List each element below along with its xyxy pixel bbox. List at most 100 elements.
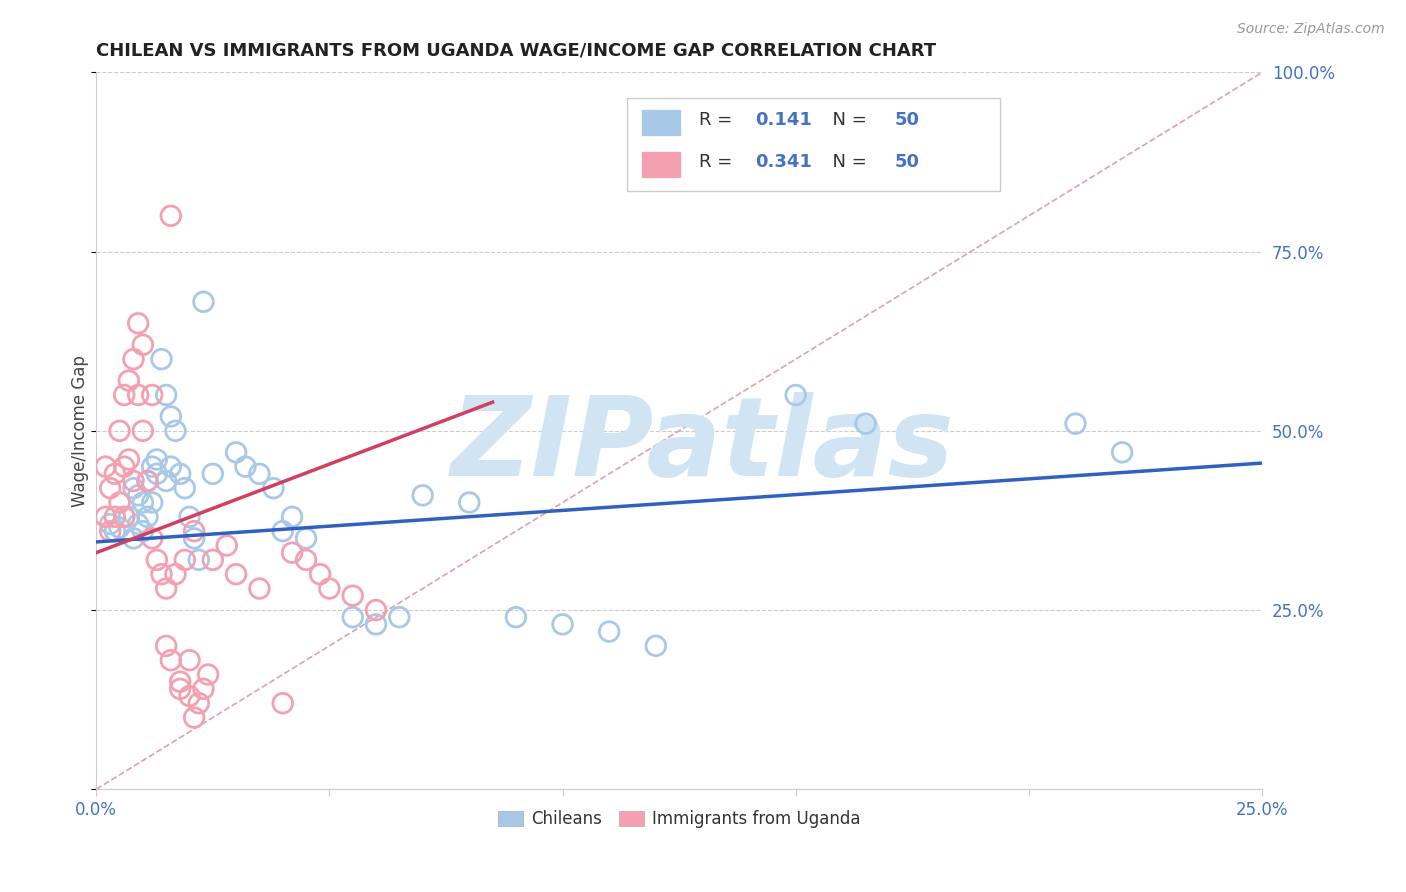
Point: [122, 352, 145, 367]
Bar: [641, 151, 682, 178]
Point: [132, 524, 155, 538]
Point: [112, 509, 135, 524]
Point: [159, 459, 181, 474]
Point: [193, 294, 215, 309]
Point: [458, 495, 481, 509]
Point: [169, 674, 191, 689]
Point: [271, 696, 294, 710]
Point: [598, 624, 620, 639]
Point: [183, 710, 205, 724]
Text: R =: R =: [699, 112, 738, 129]
Point: [551, 617, 574, 632]
Point: [225, 445, 247, 459]
Point: [108, 495, 131, 509]
Point: [118, 509, 141, 524]
Point: [201, 553, 224, 567]
Point: [1111, 445, 1133, 459]
Point: [159, 653, 181, 667]
Point: [108, 424, 131, 438]
Point: [179, 653, 201, 667]
Text: 50: 50: [894, 153, 920, 171]
Point: [122, 532, 145, 546]
Point: [225, 567, 247, 582]
Point: [141, 495, 163, 509]
Point: [215, 539, 238, 553]
Bar: [641, 109, 682, 136]
Point: [295, 553, 318, 567]
Point: [127, 516, 149, 531]
Text: ZIPatlas: ZIPatlas: [450, 392, 955, 499]
Point: [136, 474, 159, 488]
Point: [122, 474, 145, 488]
Point: [122, 481, 145, 495]
Point: [309, 567, 332, 582]
FancyBboxPatch shape: [627, 97, 1000, 191]
Point: [855, 417, 877, 431]
Point: [183, 524, 205, 538]
Text: CHILEAN VS IMMIGRANTS FROM UGANDA WAGE/INCOME GAP CORRELATION CHART: CHILEAN VS IMMIGRANTS FROM UGANDA WAGE/I…: [96, 42, 936, 60]
Point: [155, 388, 177, 402]
Text: 0.141: 0.141: [755, 112, 811, 129]
Point: [146, 467, 169, 481]
Point: [342, 589, 364, 603]
Point: [141, 532, 163, 546]
Text: N =: N =: [821, 112, 873, 129]
Point: [179, 509, 201, 524]
Legend: Chileans, Immigrants from Uganda: Chileans, Immigrants from Uganda: [491, 804, 868, 835]
Point: [187, 696, 209, 710]
Point: [104, 467, 127, 481]
Point: [197, 667, 219, 681]
Point: [318, 582, 340, 596]
Point: [104, 509, 127, 524]
Point: [132, 424, 155, 438]
Point: [249, 467, 271, 481]
Point: [173, 481, 195, 495]
Point: [644, 639, 666, 653]
Point: [98, 516, 121, 531]
Point: [132, 338, 155, 352]
Point: [118, 374, 141, 388]
Point: [187, 553, 209, 567]
Point: [94, 459, 117, 474]
Point: [159, 409, 181, 424]
Point: [193, 681, 215, 696]
Point: [150, 567, 173, 582]
Point: [98, 524, 121, 538]
Point: [412, 488, 434, 502]
Point: [132, 495, 155, 509]
Point: [146, 452, 169, 467]
Text: Source: ZipAtlas.com: Source: ZipAtlas.com: [1237, 22, 1385, 37]
Point: [169, 467, 191, 481]
Point: [141, 388, 163, 402]
Point: [295, 532, 318, 546]
Point: [785, 388, 807, 402]
Point: [1064, 417, 1087, 431]
Point: [112, 388, 135, 402]
Text: R =: R =: [699, 153, 738, 171]
Point: [155, 474, 177, 488]
Point: [104, 524, 127, 538]
Point: [281, 509, 304, 524]
Point: [388, 610, 411, 624]
Point: [173, 553, 195, 567]
Point: [179, 689, 201, 703]
Point: [141, 459, 163, 474]
Point: [127, 316, 149, 330]
Point: [159, 209, 181, 223]
Point: [505, 610, 527, 624]
Point: [136, 474, 159, 488]
Point: [165, 424, 187, 438]
Point: [281, 546, 304, 560]
Point: [98, 481, 121, 495]
Point: [136, 509, 159, 524]
Point: [108, 520, 131, 534]
Point: [201, 467, 224, 481]
Point: [150, 352, 173, 367]
Point: [155, 639, 177, 653]
Point: [112, 509, 135, 524]
Point: [249, 582, 271, 596]
Text: 0.341: 0.341: [755, 153, 811, 171]
Point: [94, 509, 117, 524]
Point: [165, 567, 187, 582]
Point: [342, 610, 364, 624]
